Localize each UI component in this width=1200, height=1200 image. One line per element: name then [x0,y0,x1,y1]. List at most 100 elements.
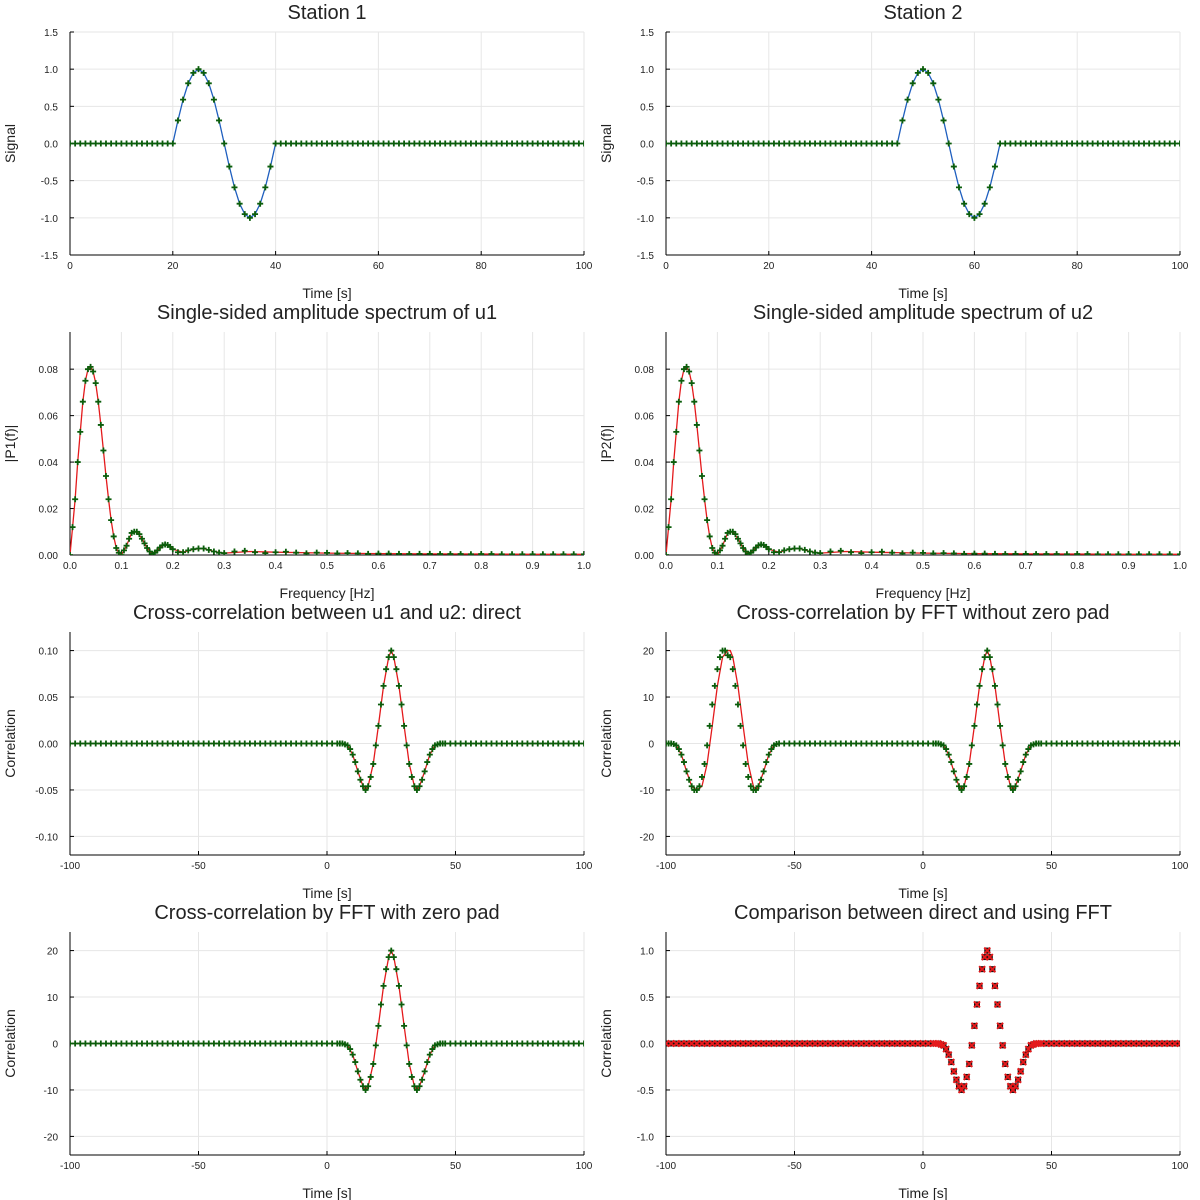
data-point-plus [832,740,839,747]
data-point-plus [385,954,392,961]
data-point-plus [732,531,739,538]
x-tick-label: 0 [920,861,926,872]
data-point-plus [144,545,151,552]
data-point-plus [216,117,223,124]
y-tick-label: 1.0 [44,65,58,76]
data-point-plus [447,140,454,147]
data-point-plus [113,1040,120,1047]
data-point-plus [1033,140,1040,147]
data-point-plus [1038,140,1045,147]
data-point-plus [262,550,269,555]
data-point-plus [262,1040,269,1047]
data-point-plus [848,549,855,555]
data-point-x [998,1041,1007,1050]
data-point-plus [955,783,962,790]
data-point-plus [801,140,808,147]
data-point-plus [72,140,79,147]
data-point-plus [200,1040,207,1047]
data-point-plus [581,140,584,147]
data-point-plus [79,398,86,405]
data-point-plus [267,740,274,747]
data-point-plus [768,746,775,753]
data-point-plus [123,140,130,147]
data-point-plus [781,140,788,147]
x-tick-label: 50 [1046,1161,1058,1172]
data-point-plus [205,546,212,553]
subplot: -100 -50 0 50 100-20-1001020Cross-correlatio… [598,602,1189,901]
data-point-plus [108,517,115,524]
series-group [666,946,1180,1094]
data-point-plus [70,740,73,747]
y-tick-label: 1.5 [44,28,58,39]
data-point-plus [357,1076,364,1083]
x-tick-label: 0.8 [474,561,488,572]
data-point-plus [473,1040,480,1047]
data-point-plus [452,140,459,147]
data-point-plus [737,722,744,729]
data-point-plus [308,740,315,747]
data-point-plus [581,1040,584,1047]
data-point-plus [288,1040,295,1047]
data-point-plus [878,548,885,555]
data-point-x [942,1045,950,1053]
data-point-plus [159,140,166,147]
data-point-plus [498,740,505,747]
data-point-plus [102,473,109,480]
data-point-plus [403,1042,410,1049]
data-point-plus [303,140,310,147]
y-tick-label: 0.08 [39,365,59,376]
data-point-plus [1022,751,1029,758]
data-point-plus [750,140,757,147]
data-point-plus [90,368,97,375]
data-point-plus [164,740,171,747]
data-point-plus [539,140,546,147]
data-point-plus [755,783,762,790]
chart-title: Station 1 [288,2,367,24]
data-point-plus [524,1040,531,1047]
data-point-plus [770,549,777,555]
data-point-plus [493,140,500,147]
data-point-plus [380,982,387,989]
data-point-plus [1069,740,1076,747]
data-point-plus [791,545,798,552]
data-point-plus [257,740,264,747]
data-point-plus [406,760,413,767]
data-point-plus [706,533,713,540]
series-group [70,363,584,555]
subplot: 0 20 40 60 80 100 -1.5 -1.0 -0.5 0.0 0.5 1.0 1.5 Stat… [598,2,1189,301]
data-point-plus [180,1040,187,1047]
data-point-plus [691,398,698,405]
data-point-plus [727,654,734,661]
data-point-plus [791,740,798,747]
x-tick-label: 0.5 [320,561,334,572]
data-point-plus [241,547,248,554]
data-point-x [991,982,999,990]
data-point-plus [770,140,777,147]
data-point-plus [776,740,783,747]
y-tick-label: 0.00 [635,551,655,562]
data-point-plus [442,740,449,747]
series-group [70,947,584,1093]
data-point-plus [1161,740,1168,747]
data-point-plus [806,548,813,555]
data-point-plus [1151,140,1158,147]
data-point-plus [92,740,99,747]
data-point-plus [529,1040,536,1047]
data-point-plus [123,1040,130,1047]
data-point-plus [716,654,723,661]
x-tick-label: 0 [324,861,330,872]
data-point-plus [955,184,962,191]
data-point-plus [724,140,731,147]
data-point-plus [92,140,99,147]
data-point-plus [205,80,212,87]
data-point-plus [666,552,669,555]
data-point-plus [267,163,274,170]
data-point-plus [698,473,705,480]
data-point-plus [159,1040,166,1047]
y-tick-label: 0.02 [39,505,59,516]
data-point-plus [973,701,980,708]
data-point-x [993,1000,1002,1009]
y-tick-label: 0.5 [640,102,654,113]
data-point-plus [138,535,145,542]
data-point-plus [812,549,819,555]
